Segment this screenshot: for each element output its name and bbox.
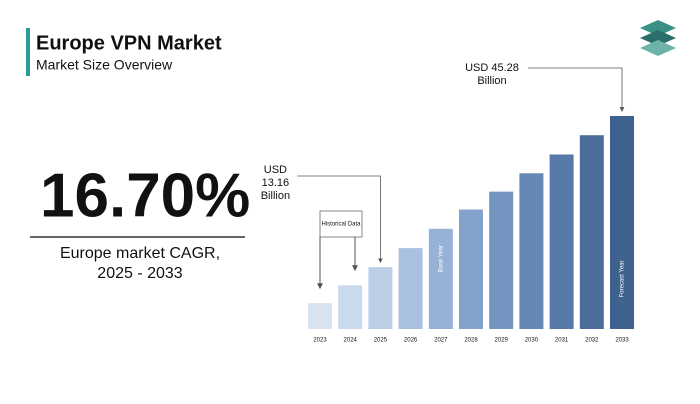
accent-bar — [26, 28, 30, 76]
x-tick-label: 2028 — [464, 338, 478, 344]
bar — [549, 154, 574, 329]
x-tick-label: 2026 — [404, 338, 418, 344]
historical-box — [319, 210, 363, 238]
chart-title: Europe VPN Market — [36, 32, 222, 54]
x-tick-label: 2032 — [585, 338, 599, 344]
value-label: USD 45.28 Billion — [465, 62, 519, 87]
logo — [640, 20, 676, 56]
cagr-label: Europe market CAGR, — [60, 245, 220, 262]
value-label: USD 13.16 Billion — [261, 164, 290, 202]
chart-subtitle: Market Size Overview — [36, 57, 173, 73]
callout-arrow — [528, 67, 625, 112]
x-tick-label: 2027 — [434, 338, 448, 344]
x-tick-label: 2033 — [615, 338, 629, 344]
bar — [459, 209, 483, 329]
x-tick-label: 2030 — [525, 338, 539, 344]
bar — [338, 285, 363, 329]
callout-arrow — [297, 175, 383, 264]
historical-label: Historical Data — [321, 222, 361, 228]
x-tick-label: 2025 — [374, 338, 388, 344]
bar — [610, 116, 634, 329]
base-year-label: Base Year — [438, 245, 444, 272]
bar — [519, 173, 544, 329]
x-tick-label: 2029 — [495, 338, 509, 344]
cagr-value: 16.70% — [40, 161, 250, 230]
bar — [428, 228, 453, 329]
x-tick-label: 2031 — [555, 338, 569, 344]
bar — [308, 303, 332, 329]
bar — [489, 191, 514, 329]
cagr-label: 2025 - 2033 — [97, 265, 183, 282]
x-tick-label: 2024 — [344, 338, 358, 344]
bar — [368, 267, 393, 329]
x-tick-label: 2023 — [313, 338, 327, 344]
bar — [398, 248, 423, 329]
bar — [579, 135, 604, 329]
forecast-year-label: Forecast Year — [620, 260, 626, 297]
